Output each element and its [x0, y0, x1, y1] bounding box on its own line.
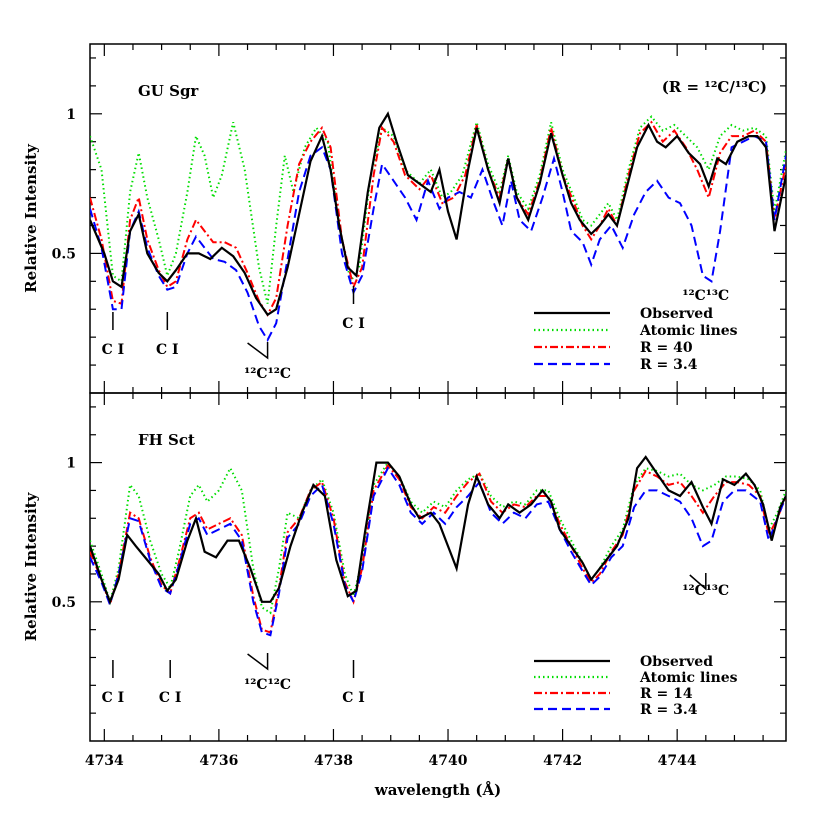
series-line-observed	[90, 455, 786, 605]
x-tick-label: 4734	[85, 753, 124, 769]
panel-1: 0.5 1 Relative Intensity GU Sgr (R = ¹²C/¹³C…	[22, 43, 787, 394]
series-line-atomic-lines	[90, 460, 786, 615]
series-line-observed	[90, 111, 786, 317]
legend-label: Observed	[640, 306, 713, 322]
y-axis-label: Relative Intensity	[22, 491, 40, 641]
legend-label: R = 40	[640, 340, 693, 356]
band-label: ¹²C¹³C	[682, 583, 729, 599]
x-tick-label: 4742	[543, 753, 582, 769]
line-id-label: C I	[102, 690, 125, 706]
legend-label: Observed	[640, 654, 713, 670]
y-tick-label: 0.5	[52, 595, 76, 611]
legend-label: R = 14	[640, 686, 693, 702]
line-id-label: C I	[102, 342, 125, 358]
line-id-label: C I	[342, 690, 365, 706]
ratio-note: (R = ¹²C/¹³C)	[662, 78, 767, 96]
band-label: ¹²C¹²C	[244, 366, 291, 382]
x-tick-label: 4738	[314, 753, 353, 769]
star-name: GU Sgr	[138, 82, 199, 100]
band-marker	[689, 573, 707, 591]
plot-frame	[89, 392, 787, 742]
y-axis-label: Relative Intensity	[22, 143, 40, 293]
band-marker	[247, 653, 269, 671]
band-marker	[247, 342, 269, 360]
legend-label: Atomic lines	[639, 670, 738, 686]
line-id-label: C I	[159, 690, 182, 706]
y-tick-label: 1	[66, 456, 76, 472]
x-axis-label: wavelength (Å)	[374, 781, 501, 799]
star-name: FH Sct	[138, 431, 195, 449]
series-line-r-3-4	[90, 134, 786, 343]
panel-2: 0.5 1 Relative Intensity FH Sct C I C I ¹²C¹²C…	[22, 392, 787, 769]
line-id-label: C I	[156, 342, 179, 358]
x-tick-label: 4740	[429, 753, 468, 769]
legend-label: R = 3.4	[640, 702, 698, 718]
y-tick-label: 1	[66, 107, 76, 123]
line-id-label: C I	[342, 316, 365, 332]
series-line-r-40	[90, 120, 786, 317]
x-tick-label: 4744	[658, 753, 697, 769]
y-tick-label: 0.5	[52, 246, 76, 262]
legend-label: Atomic lines	[639, 323, 738, 339]
band-label: ¹²C¹²C	[244, 677, 291, 693]
x-tick-label: 4736	[199, 753, 238, 769]
legend-label: R = 3.4	[640, 357, 698, 373]
series-line-r-14	[90, 463, 786, 634]
band-label: ¹²C¹³C	[682, 288, 729, 304]
series-line-atomic-lines	[90, 115, 786, 304]
panels: 0.5 1 Relative Intensity GU Sgr (R = ¹²C/¹³C…	[22, 43, 787, 769]
